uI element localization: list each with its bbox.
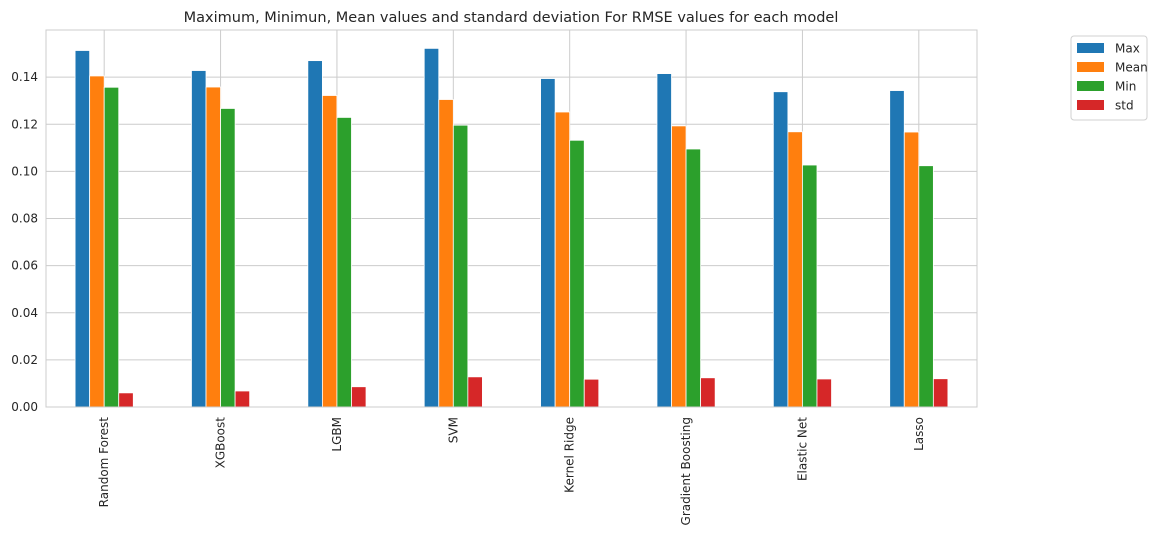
x-tick-labels: Random Forest XGBoost LGBM SVM Kernel Ridge G… bbox=[97, 417, 926, 526]
bar-std bbox=[700, 377, 716, 408]
bar-min bbox=[918, 165, 934, 408]
legend-swatch-min bbox=[1077, 81, 1104, 91]
bar-std bbox=[118, 392, 134, 408]
bar-max bbox=[772, 91, 789, 408]
bars bbox=[74, 47, 949, 408]
legend-label: std bbox=[1115, 99, 1134, 113]
y-tick-label: 0.10 bbox=[11, 164, 38, 178]
legend-swatch-max bbox=[1077, 43, 1104, 53]
grid-lines bbox=[46, 30, 977, 408]
y-tick-label: 0.04 bbox=[11, 306, 38, 320]
x-tick-label: LGBM bbox=[330, 417, 344, 452]
bar-std bbox=[932, 378, 949, 408]
bar-max bbox=[540, 78, 556, 408]
bar-mean bbox=[89, 75, 105, 408]
bar-min bbox=[103, 86, 120, 408]
x-tick-label: Random Forest bbox=[97, 417, 111, 508]
bar-max bbox=[307, 60, 323, 408]
bar-mean bbox=[671, 125, 687, 408]
x-tick-label: Lasso bbox=[912, 417, 926, 451]
chart-title: Maximum, Minimun, Mean values and standa… bbox=[184, 10, 839, 26]
bar-std bbox=[816, 378, 832, 408]
bar-min bbox=[452, 124, 469, 408]
x-tick-label: XGBoost bbox=[214, 417, 228, 469]
legend-frame bbox=[1070, 35, 1148, 121]
bar-std bbox=[351, 386, 367, 408]
legend-label: Max bbox=[1115, 42, 1140, 56]
legend-label: Min bbox=[1115, 80, 1136, 94]
bar-max bbox=[423, 47, 440, 408]
legend-swatch-mean bbox=[1077, 62, 1104, 72]
legend-items: Max Mean Min std bbox=[1077, 42, 1148, 113]
legend-label: Mean bbox=[1115, 61, 1148, 75]
bar-min bbox=[220, 108, 236, 408]
y-tick-label: 0.00 bbox=[11, 400, 38, 414]
bar-min bbox=[569, 139, 585, 408]
bar-mean bbox=[554, 111, 571, 408]
bar-std bbox=[467, 376, 483, 408]
y-tick-label: 0.08 bbox=[11, 212, 38, 226]
bar-max bbox=[74, 50, 91, 408]
bar-max bbox=[889, 90, 905, 408]
axes-frame bbox=[45, 29, 978, 408]
x-tick-label: SVM bbox=[446, 417, 460, 443]
bar-max bbox=[656, 73, 672, 408]
y-tick-labels: 0.00 0.02 0.04 0.06 0.08 0.10 0.12 0.14 bbox=[11, 70, 38, 414]
bar-mean bbox=[787, 131, 803, 408]
bar-min bbox=[336, 117, 352, 408]
y-tick-label: 0.12 bbox=[11, 117, 38, 131]
bar-min bbox=[685, 148, 702, 408]
y-tick-label: 0.06 bbox=[11, 259, 38, 273]
bar-std bbox=[583, 378, 600, 408]
y-tick-label: 0.14 bbox=[11, 70, 38, 84]
bar-mean bbox=[903, 131, 920, 408]
bar-max bbox=[191, 70, 207, 408]
bar-mean bbox=[438, 99, 454, 408]
x-tick-label: Kernel Ridge bbox=[563, 417, 577, 493]
bar-mean bbox=[205, 86, 221, 408]
x-tick-label: Gradient Boosting bbox=[679, 417, 693, 525]
bar-min bbox=[802, 164, 818, 408]
legend-swatch-std bbox=[1077, 100, 1104, 110]
legend: Max Mean Min std bbox=[1070, 35, 1148, 121]
x-tick-label: Elastic Net bbox=[795, 417, 809, 481]
y-tick-label: 0.02 bbox=[11, 353, 38, 367]
bar-mean bbox=[321, 95, 338, 408]
bar-std bbox=[234, 390, 251, 408]
